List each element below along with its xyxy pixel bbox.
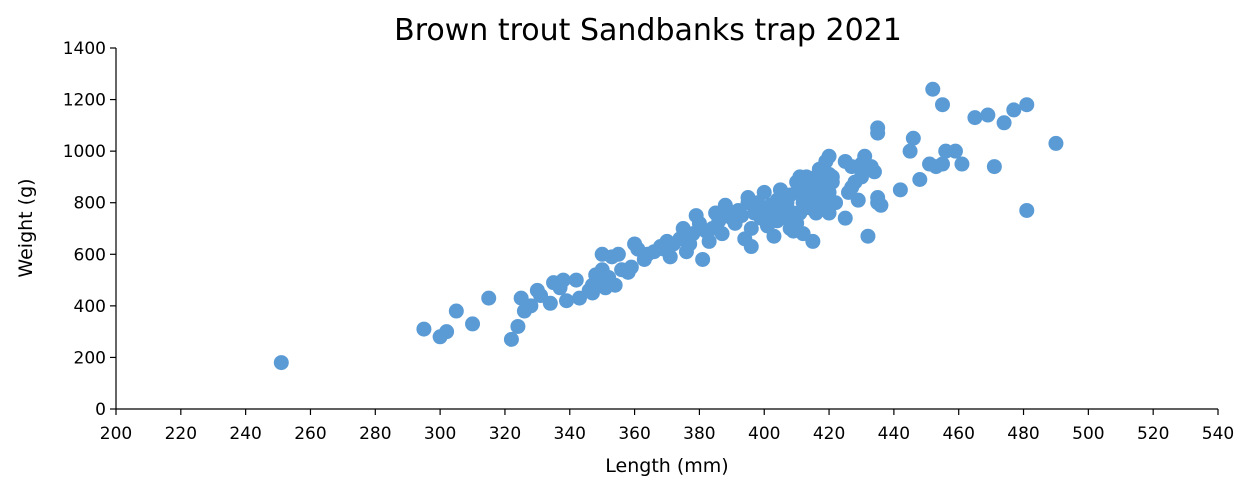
data-points — [273, 81, 1064, 371]
data-point — [912, 172, 928, 188]
y-tick-label: 1400 — [63, 39, 106, 59]
data-point — [837, 210, 853, 226]
data-point — [510, 318, 526, 334]
x-tick-label: 480 — [1007, 424, 1039, 444]
chart-title: Brown trout Sandbanks trap 2021 — [394, 13, 902, 48]
x-axis-label: Length (mm) — [605, 455, 728, 477]
x-tick-label: 500 — [1072, 424, 1104, 444]
data-point — [743, 221, 759, 236]
data-point — [1019, 202, 1035, 218]
x-ticks: 200 220 240 260 280 300 320 340 360 380 400 420 440 4… — [100, 409, 1234, 444]
x-tick-label: 240 — [229, 424, 261, 444]
data-point — [523, 298, 539, 314]
x-tick-label: 220 — [165, 424, 197, 444]
data-point — [824, 169, 840, 185]
data-point — [701, 233, 717, 249]
data-point — [416, 321, 432, 337]
x-tick-label: 460 — [942, 424, 974, 444]
x-tick-label: 260 — [294, 424, 326, 444]
data-point — [850, 192, 866, 208]
y-tick-label: 400 — [74, 297, 106, 317]
y-tick-label: 800 — [74, 194, 106, 214]
x-tick-label: 280 — [359, 424, 391, 444]
x-tick-label: 360 — [618, 424, 650, 444]
data-point — [743, 239, 759, 255]
data-point — [986, 159, 1002, 175]
data-point — [828, 195, 844, 211]
data-point — [695, 251, 711, 267]
data-point — [766, 228, 782, 244]
data-point — [503, 331, 519, 347]
data-point — [273, 355, 289, 371]
x-tick-label: 400 — [748, 424, 780, 444]
data-point — [542, 295, 558, 311]
y-ticks: 0 200 400 600 800 1000 1200 1400 — [63, 39, 116, 420]
x-tick-label: 200 — [100, 424, 132, 444]
data-point — [967, 110, 983, 126]
data-point — [935, 156, 950, 172]
y-tick-label: 0 — [95, 400, 106, 420]
x-tick-label: 340 — [554, 424, 586, 444]
data-point — [821, 148, 837, 164]
data-point — [714, 226, 730, 242]
y-tick-label: 1000 — [63, 142, 106, 162]
x-tick-label: 320 — [489, 424, 521, 444]
y-tick-label: 1200 — [63, 91, 106, 111]
data-point — [873, 197, 889, 213]
data-point — [559, 293, 575, 309]
data-point — [892, 182, 908, 198]
y-axis-label: Weight (g) — [15, 178, 37, 277]
x-tick-label: 520 — [1137, 424, 1169, 444]
data-point — [805, 233, 821, 249]
data-point — [866, 164, 882, 180]
data-point — [905, 130, 921, 146]
x-tick-label: 420 — [813, 424, 845, 444]
x-tick-label: 440 — [878, 424, 910, 444]
y-tick-label: 200 — [74, 348, 106, 368]
data-point — [870, 125, 886, 141]
data-point — [853, 169, 869, 185]
data-point — [1006, 102, 1022, 118]
data-point — [935, 97, 950, 113]
plot-area: 0 200 400 600 800 1000 1200 1400 200 220 240 260 28… — [63, 39, 1234, 444]
data-point — [481, 290, 497, 306]
data-point — [662, 249, 678, 265]
data-point — [902, 143, 918, 159]
data-point — [1048, 135, 1064, 151]
data-point — [980, 107, 996, 123]
x-tick-label: 540 — [1202, 424, 1234, 444]
data-point — [568, 272, 584, 288]
data-point — [448, 303, 464, 319]
data-point — [860, 228, 876, 244]
data-point — [734, 208, 750, 224]
data-point — [610, 246, 626, 262]
x-tick-label: 300 — [424, 424, 456, 444]
data-point — [1019, 97, 1035, 113]
data-point — [925, 81, 941, 97]
data-point — [756, 184, 772, 200]
data-point — [623, 259, 639, 275]
y-tick-label: 600 — [74, 245, 106, 265]
data-point — [465, 316, 481, 332]
data-point — [555, 272, 571, 288]
data-point — [996, 115, 1012, 131]
data-point — [607, 277, 623, 293]
data-point — [439, 324, 455, 340]
x-tick-label: 380 — [683, 424, 715, 444]
data-point — [947, 143, 963, 159]
data-point — [954, 156, 970, 172]
